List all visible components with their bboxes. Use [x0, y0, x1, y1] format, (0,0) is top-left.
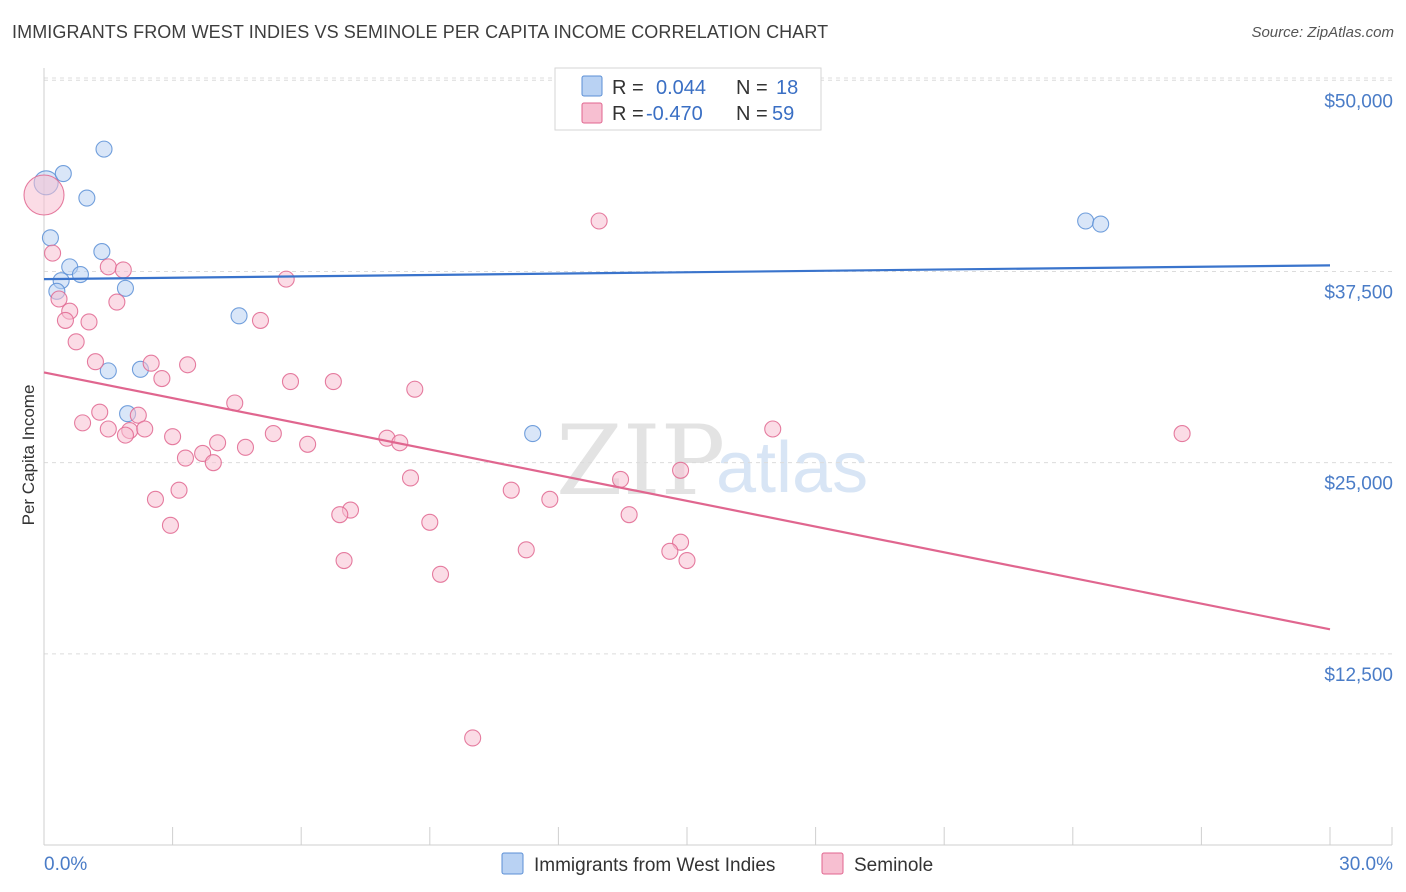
point-seminole [590, 212, 608, 230]
legend-n-label-1: N = [736, 77, 768, 99]
point-seminole [23, 174, 65, 216]
point-seminole [1173, 425, 1191, 443]
point-seminole [277, 270, 295, 288]
point-seminole [91, 403, 109, 421]
point-seminole [99, 258, 117, 276]
bottom-legend-label-seminole: Seminole [854, 855, 933, 876]
point-seminole [764, 420, 782, 438]
point-seminole [620, 506, 638, 524]
legend-n-value-2: 59 [772, 103, 794, 125]
gridlines [44, 77, 1392, 655]
point-west-indies [93, 243, 111, 261]
point-west-indies [116, 279, 134, 297]
point-seminole [114, 261, 132, 279]
chart-source: Source: ZipAtlas.com [1251, 24, 1394, 41]
point-west-indies [71, 265, 89, 284]
point-west-indies [230, 307, 248, 325]
point-seminole [678, 551, 696, 570]
legend-swatch-seminole [581, 102, 603, 124]
point-west-indies [1092, 215, 1110, 233]
point-seminole [264, 425, 282, 443]
point-seminole [176, 449, 195, 467]
legend-swatch-west-indies [581, 75, 603, 97]
point-seminole [335, 551, 353, 570]
y-tick-label: $12,500 [1324, 665, 1393, 686]
point-seminole [541, 490, 559, 508]
chart-title: IMMIGRANTS FROM WEST INDIES VS SEMINOLE … [12, 22, 829, 42]
point-seminole [153, 369, 171, 388]
x-ticks [43, 827, 1393, 845]
point-seminole [236, 438, 255, 456]
point-seminole [179, 356, 197, 374]
point-seminole [661, 542, 679, 560]
point-seminole [67, 333, 85, 351]
point-west-indies [95, 140, 113, 158]
point-seminole [80, 313, 98, 331]
point-seminole [612, 470, 630, 489]
point-seminole [299, 435, 317, 453]
point-seminole [517, 541, 535, 559]
point-seminole [204, 454, 222, 472]
series-legend: Immigrants from West Indies Seminole [501, 852, 933, 876]
point-west-indies [41, 229, 59, 247]
point-west-indies [524, 425, 542, 443]
bottom-legend-label-west-indies: Immigrants from West Indies [534, 855, 775, 876]
x-tick-label-min: 0.0% [44, 854, 87, 875]
point-seminole [50, 290, 68, 308]
point-west-indies [1077, 212, 1095, 230]
point-seminole [209, 434, 227, 452]
point-west-indies [54, 165, 72, 183]
point-seminole [421, 513, 439, 531]
point-seminole [251, 311, 270, 329]
point-seminole [116, 426, 134, 444]
watermark-zip: ZIP [556, 405, 725, 517]
point-seminole [74, 414, 92, 432]
y-tick-labels: $12,500 $25,000 $37,500 $50,000 [1324, 91, 1393, 686]
legend-n-label-2: N = [736, 103, 768, 125]
point-seminole [99, 420, 117, 438]
correlation-legend: R = 0.044 N = 18 R = -0.470 N = 59 [554, 67, 822, 131]
point-seminole [161, 516, 180, 534]
legend-r-value-1: 0.044 [656, 77, 706, 99]
point-seminole [129, 406, 147, 424]
point-seminole [281, 373, 300, 391]
legend-r-label-2: R = [612, 103, 644, 125]
point-west-indies [99, 362, 117, 380]
point-seminole [86, 353, 104, 371]
y-tick-label: $37,500 [1324, 282, 1393, 303]
bottom-legend-swatch-seminole [821, 852, 844, 875]
point-seminole [431, 565, 450, 583]
point-seminole [464, 729, 482, 747]
point-seminole [401, 469, 420, 487]
point-seminole [108, 293, 126, 311]
legend-r-value-2: -0.470 [646, 103, 703, 125]
x-tick-label-max: 30.0% [1339, 854, 1393, 875]
point-seminole [170, 481, 188, 499]
watermark-atlas: atlas [716, 428, 868, 508]
point-seminole [331, 506, 349, 524]
point-seminole [502, 481, 520, 499]
y-tick-label: $50,000 [1324, 91, 1393, 112]
point-seminole [136, 420, 154, 438]
trend-line-west-indies [43, 264, 1331, 281]
bottom-legend-swatch-west-indies [501, 852, 524, 875]
point-seminole [44, 244, 62, 262]
legend-r-label-1: R = [612, 77, 644, 99]
legend-n-value-1: 18 [776, 77, 798, 99]
point-seminole [146, 490, 165, 508]
point-seminole [672, 461, 690, 479]
trend-lines [43, 264, 1331, 631]
point-seminole [164, 428, 182, 446]
point-seminole [142, 354, 160, 372]
data-points [23, 140, 1191, 747]
trend-line-seminole [43, 371, 1331, 631]
y-tick-label: $25,000 [1324, 474, 1393, 495]
y-axis-label: Per Capita Income [19, 385, 38, 526]
point-west-indies [78, 189, 96, 207]
point-seminole [406, 380, 424, 398]
point-seminole [324, 373, 342, 391]
point-seminole [56, 311, 74, 329]
